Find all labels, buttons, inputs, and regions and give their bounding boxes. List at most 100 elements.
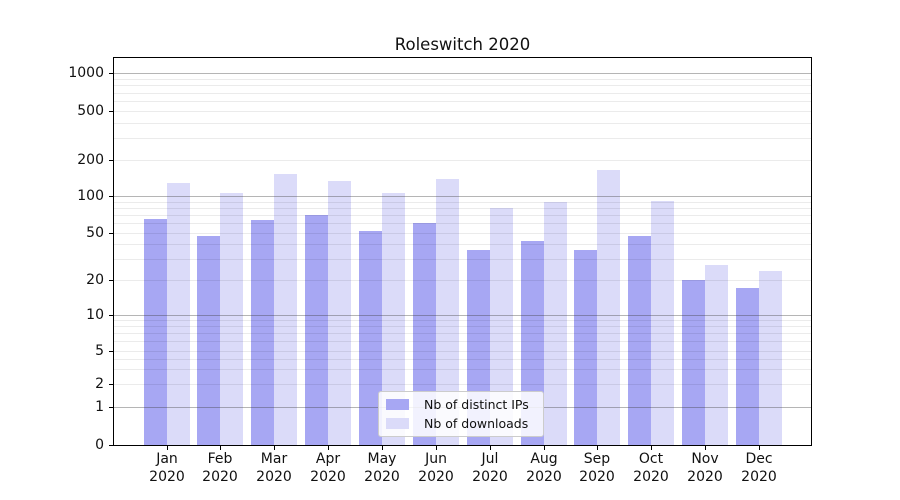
x-tick-label-line: 2020: [687, 468, 723, 485]
x-tick-label: Apr 2020: [288, 451, 368, 486]
x-tick-label-line: 2020: [256, 468, 292, 485]
x-tick-mark: [597, 446, 598, 450]
y-tick-mark: [109, 111, 113, 112]
minor-gridline: [114, 111, 811, 112]
minor-gridline: [114, 341, 811, 343]
y-tick-mark: [109, 445, 113, 446]
legend: Nb of distinct IPs Nb of downloads: [378, 391, 544, 437]
bar-downloads: [328, 181, 351, 445]
x-tick-label-line: Mar: [260, 451, 288, 467]
minor-gridline: [114, 138, 811, 140]
x-tick-label: Nov 2020: [665, 451, 745, 486]
y-tick-label: 50: [86, 225, 104, 241]
y-tick-mark: [109, 350, 113, 352]
bar-downloads: [651, 201, 674, 445]
chart-title: Roleswitch 2020: [394, 35, 531, 54]
x-tick-label-line: 2020: [364, 468, 400, 485]
x-tick-label-line: 2020: [579, 468, 615, 485]
x-tick-label-line: Feb: [207, 451, 233, 467]
minor-gridline: [114, 78, 811, 80]
x-tick-mark: [167, 446, 168, 450]
x-tick-label: Jan 2020: [127, 451, 207, 486]
x-tick-mark: [759, 446, 760, 450]
minor-gridline: [114, 358, 811, 360]
y-tick-label: 5: [95, 342, 104, 359]
x-tick-label-line: 2020: [741, 468, 777, 485]
minor-gridline: [114, 350, 811, 352]
x-tick-label-line: Jun: [425, 451, 447, 467]
legend-swatch-distinct-ips: [386, 399, 409, 410]
minor-gridline: [114, 320, 811, 322]
major-gridline: [114, 196, 811, 197]
y-tick-mark: [109, 233, 113, 234]
x-tick-mark: [274, 446, 275, 450]
y-tick-mark: [109, 160, 113, 161]
major-gridline: [114, 315, 811, 316]
x-tick-label-line: 2020: [202, 468, 238, 485]
minor-gridline: [114, 233, 811, 234]
x-tick-label-line: 2020: [472, 468, 508, 485]
x-tick-label-line: Aug: [530, 451, 558, 467]
y-tick-label: 2: [95, 376, 104, 392]
x-tick-mark: [705, 446, 706, 450]
y-tick-mark: [109, 407, 113, 408]
x-tick-label-line: Oct: [638, 451, 664, 467]
x-tick-label: Aug 2020: [504, 451, 584, 486]
bar-downloads: [759, 270, 782, 445]
bar-downloads: [705, 264, 728, 445]
minor-gridline: [114, 207, 811, 209]
y-tick-label: 200: [77, 152, 104, 168]
bar-distinct-ips: [628, 236, 651, 445]
bar-distinct-ips: [682, 280, 705, 445]
x-tick-mark: [490, 446, 491, 450]
minor-gridline: [114, 244, 811, 246]
x-tick-label-line: 2020: [633, 468, 669, 485]
bar-distinct-ips: [736, 288, 759, 445]
bar-distinct-ips: [305, 215, 328, 445]
x-tick-label: Mar 2020: [234, 451, 314, 486]
y-tick-label: 20: [86, 272, 104, 288]
y-tick-label: 1000: [68, 65, 104, 81]
bar-downloads: [167, 183, 190, 445]
x-tick-label-line: 2020: [149, 468, 185, 485]
minor-gridline: [114, 201, 811, 203]
bar-downloads: [490, 207, 513, 445]
legend-swatch-downloads: [386, 418, 409, 429]
x-tick-label-line: Jan: [156, 451, 178, 467]
minor-gridline: [114, 384, 811, 385]
x-tick-mark: [651, 446, 652, 450]
x-tick-mark: [220, 446, 221, 450]
legend-row: Nb of distinct IPs: [386, 397, 543, 413]
x-tick-label: Dec 2020: [719, 451, 799, 486]
minor-gridline: [114, 259, 811, 261]
x-tick-label: Feb 2020: [180, 451, 260, 486]
plot-area: [113, 57, 812, 446]
x-tick-mark: [436, 446, 437, 450]
minor-gridline: [114, 333, 811, 335]
bar-distinct-ips: [144, 218, 167, 445]
legend-label-distinct-ips: Nb of distinct IPs: [424, 397, 529, 412]
minor-gridline: [114, 122, 811, 124]
bar-downloads: [436, 178, 459, 445]
minor-gridline: [114, 326, 811, 328]
minor-gridline: [114, 215, 811, 217]
bar-distinct-ips: [251, 219, 274, 445]
y-tick-mark: [109, 384, 113, 385]
x-tick-label-line: Nov: [691, 451, 719, 467]
x-tick-label: Oct 2020: [611, 451, 691, 486]
y-tick-label: 100: [77, 188, 104, 204]
y-tick-label: 10: [86, 307, 104, 323]
minor-gridline: [114, 92, 811, 94]
bar-distinct-ips: [413, 223, 436, 445]
y-tick-mark: [109, 196, 113, 197]
x-tick-mark: [382, 446, 383, 450]
legend-label-downloads: Nb of downloads: [424, 416, 529, 431]
x-tick-label-line: 2020: [526, 468, 562, 485]
y-tick-mark: [109, 280, 113, 281]
minor-gridline: [114, 223, 811, 225]
minor-gridline: [114, 280, 811, 281]
minor-gridline: [114, 369, 811, 371]
minor-gridline: [114, 85, 811, 87]
x-tick-label: Sep 2020: [557, 451, 637, 486]
